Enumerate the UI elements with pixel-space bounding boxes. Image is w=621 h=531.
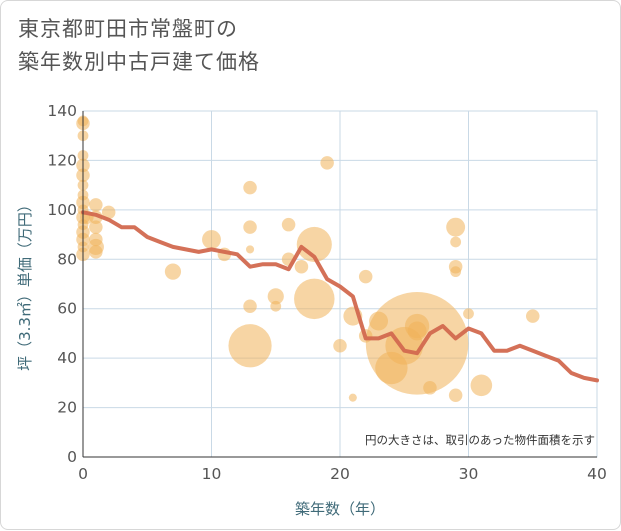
scatter-point [89,245,103,259]
scatter-point [463,308,474,320]
scatter-point [446,217,466,237]
scatter-point [267,288,284,305]
x-tick-label: 30 [459,465,479,483]
x-axis-label: 築年数（年） [295,500,385,518]
y-tick-label: 0 [67,448,77,466]
y-tick-label: 60 [57,300,77,318]
scatter-point [101,205,116,220]
scatter-point [448,388,463,402]
scatter-point [281,217,296,232]
scatter-point [89,220,103,234]
scatter-point [246,245,255,254]
x-tick-label: 10 [202,465,222,483]
y-tick-label: 20 [57,399,77,417]
x-tick-label: 0 [78,465,88,483]
average-price-line [81,210,599,383]
scatter-point [243,299,257,313]
scatter-point [243,220,257,234]
y-tick-label: 100 [47,201,77,219]
scatter-point [348,393,357,402]
scatter-point [450,266,462,278]
y-tick-label: 120 [47,151,77,169]
tick-labels: 0 20 40 60 80 100 120 140 0 10 20 30 40 [47,102,606,483]
scatter-point [296,226,332,263]
scatter-point [423,381,437,395]
scatter-point [228,324,272,368]
scatter-point [243,180,257,195]
scatter-point [526,309,540,323]
scatter-point [333,339,347,353]
scatter-point [407,321,427,341]
scatter-point [365,292,469,395]
y-tick-label: 40 [57,349,77,367]
scatter-point [164,263,182,280]
scatter-point [270,300,282,312]
gridlines [82,110,598,458]
scatter-point [470,374,493,397]
scatter-point [294,259,309,274]
scatter-point [202,230,221,249]
average-line-series [81,210,599,383]
scatter-point [450,236,462,248]
scatter-point [320,156,334,170]
bubble-size-note: 円の大きさは、取引のあった物件面積を示す [365,433,595,447]
y-axis-label: 坪（3.3㎡）単価（万円） [16,197,34,371]
bubble-series [76,115,540,402]
scatter-point [89,198,103,212]
y-tick-label: 140 [47,102,77,120]
x-tick-label: 20 [330,465,350,483]
scatter-point [294,278,335,320]
axes [82,111,597,458]
chart-title: 東京都町田市常盤町の 築年数別中古戸建て価格 [18,17,260,74]
y-tick-label: 80 [57,250,77,268]
x-tick-label: 40 [587,465,607,483]
scatter-point [358,269,373,284]
